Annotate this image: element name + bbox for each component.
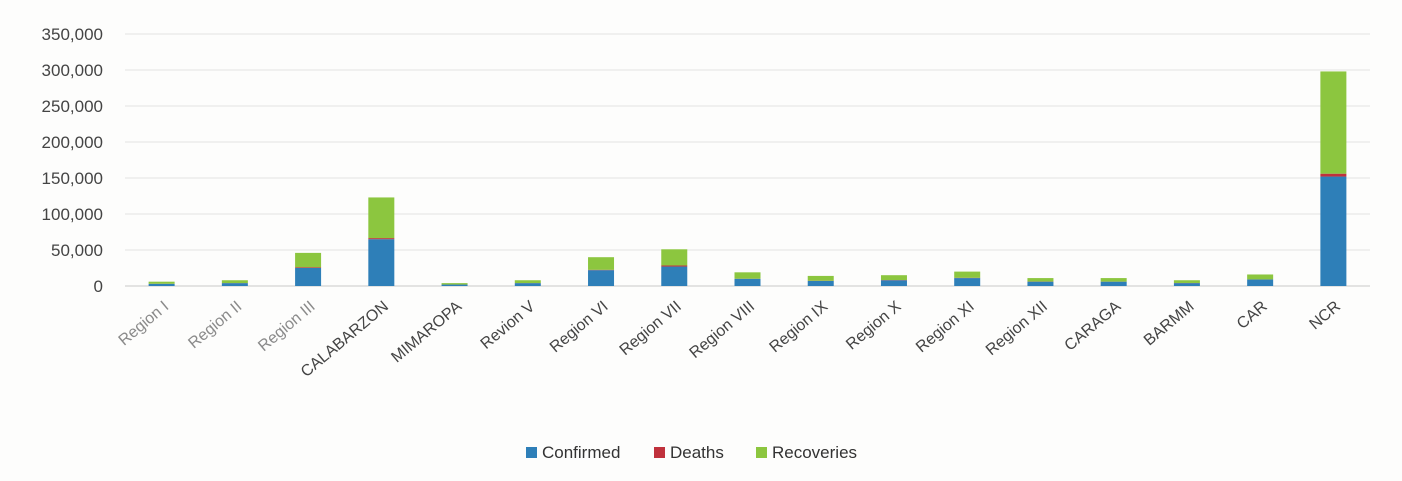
bar-segment-confirmed [807, 280, 834, 286]
x-tick-label: Region VII [617, 298, 685, 359]
bar-segment-confirmed [368, 239, 395, 286]
x-tick-label: BARMM [1141, 298, 1198, 349]
legend-label: Deaths [670, 443, 724, 462]
bar-segment-confirmed [1027, 281, 1054, 286]
x-tick-label: NCR [1306, 298, 1343, 333]
bar-segment-deaths [295, 267, 322, 268]
x-tick-label: Region X [843, 298, 905, 354]
y-tick-label: 300,000 [42, 61, 103, 80]
x-tick-label: Region III [255, 298, 318, 355]
bar-segment-confirmed [588, 270, 615, 286]
y-axis-ticks: 0 50,000 100,000 150,000 200,000 250,000 300,0… [42, 25, 103, 296]
legend-swatch [526, 447, 537, 458]
bar-segment-confirmed [661, 266, 688, 286]
bar-segment-recoveries [880, 275, 907, 281]
y-tick-label: 50,000 [51, 241, 103, 260]
bar-segment-deaths [368, 238, 395, 240]
bar-segment-recoveries [148, 281, 175, 284]
bar-segment-recoveries [514, 280, 541, 284]
bar-segment-deaths [661, 265, 688, 267]
bar-segment-confirmed [1320, 176, 1347, 286]
bar-segment-recoveries [1320, 71, 1347, 174]
legend-label: Recoveries [772, 443, 857, 462]
x-tick-label: Region VIII [687, 298, 759, 362]
bar-segment-recoveries [661, 249, 688, 266]
bar-segment-recoveries [295, 252, 322, 268]
bar-segment-confirmed [441, 284, 468, 286]
x-tick-label: CAR [1234, 298, 1271, 333]
bar-segment-confirmed [148, 283, 175, 286]
y-tick-label: 100,000 [42, 205, 103, 224]
bar-segment-confirmed [954, 278, 981, 286]
x-tick-label: MIMAROPA [388, 298, 465, 366]
bar-segment-confirmed [1173, 283, 1200, 286]
bar-segment-recoveries [588, 257, 615, 270]
bar-segment-recoveries [221, 280, 248, 284]
bars [148, 71, 1347, 286]
x-tick-label: Region I [116, 298, 173, 349]
legend-swatch [756, 447, 767, 458]
y-tick-label: 150,000 [42, 169, 103, 188]
bar-segment-confirmed [880, 280, 907, 286]
y-tick-label: 0 [94, 277, 103, 296]
bar-segment-recoveries [807, 275, 834, 281]
y-tick-label: 200,000 [42, 133, 103, 152]
legend: Confirmed Deaths Recoveries [526, 443, 857, 462]
x-tick-label: Region VI [547, 298, 612, 356]
x-tick-label: Region XII [983, 298, 1051, 359]
bar-segment-confirmed [295, 268, 322, 286]
bar-segment-recoveries [441, 283, 468, 285]
bar-segment-confirmed [1100, 281, 1127, 286]
bar-segment-recoveries [954, 271, 981, 278]
gridlines [125, 33, 1370, 287]
x-tick-label: CARAGA [1062, 298, 1125, 355]
bar-segment-confirmed [1247, 279, 1274, 286]
legend-swatch [654, 447, 665, 458]
y-tick-label: 350,000 [42, 25, 103, 44]
x-axis-ticks: Region I Region II Region IIICALABARZONMIM… [116, 298, 1344, 381]
bar-segment-confirmed [514, 283, 541, 286]
bar-segment-confirmed [734, 278, 761, 286]
x-tick-label: Region II [185, 298, 245, 352]
bar-segment-confirmed [221, 283, 248, 286]
x-tick-label: Region IX [767, 298, 832, 356]
bar-segment-recoveries [1173, 280, 1200, 283]
bar-segment-recoveries [734, 272, 761, 279]
x-tick-label: Region XI [913, 298, 978, 356]
legend-label: Confirmed [542, 443, 620, 462]
bar-segment-recoveries [1027, 278, 1054, 282]
bar-segment-recoveries [368, 197, 395, 239]
x-tick-label: Revion V [478, 298, 539, 353]
bar-segment-recoveries [1100, 278, 1127, 282]
y-tick-label: 250,000 [42, 97, 103, 116]
bar-segment-deaths [1320, 173, 1347, 177]
bar-segment-recoveries [1247, 274, 1274, 280]
